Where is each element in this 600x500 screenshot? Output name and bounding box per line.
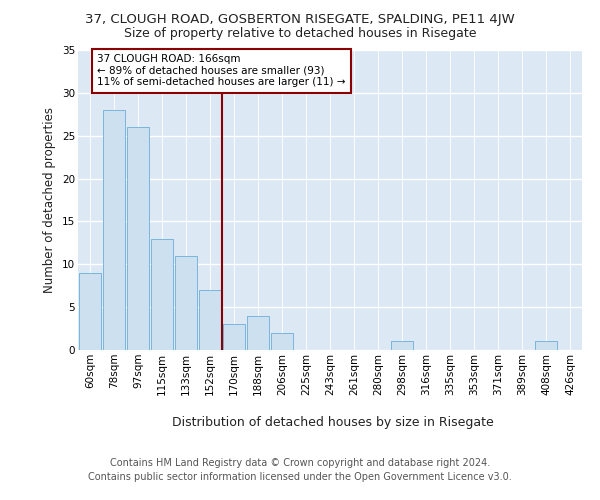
Bar xyxy=(79,273,101,350)
Y-axis label: Number of detached properties: Number of detached properties xyxy=(43,107,56,293)
Text: Size of property relative to detached houses in Risegate: Size of property relative to detached ho… xyxy=(124,28,476,40)
Text: Contains public sector information licensed under the Open Government Licence v3: Contains public sector information licen… xyxy=(88,472,512,482)
Bar xyxy=(199,290,221,350)
Bar xyxy=(535,342,557,350)
Bar xyxy=(247,316,269,350)
Text: Contains HM Land Registry data © Crown copyright and database right 2024.: Contains HM Land Registry data © Crown c… xyxy=(110,458,490,468)
Text: 37, CLOUGH ROAD, GOSBERTON RISEGATE, SPALDING, PE11 4JW: 37, CLOUGH ROAD, GOSBERTON RISEGATE, SPA… xyxy=(85,12,515,26)
Bar xyxy=(151,238,173,350)
Bar xyxy=(175,256,197,350)
Bar xyxy=(103,110,125,350)
Text: Distribution of detached houses by size in Risegate: Distribution of detached houses by size … xyxy=(172,416,494,429)
Bar xyxy=(391,342,413,350)
Bar xyxy=(127,127,149,350)
Text: 37 CLOUGH ROAD: 166sqm
← 89% of detached houses are smaller (93)
11% of semi-det: 37 CLOUGH ROAD: 166sqm ← 89% of detached… xyxy=(97,54,346,88)
Bar xyxy=(223,324,245,350)
Bar xyxy=(271,333,293,350)
